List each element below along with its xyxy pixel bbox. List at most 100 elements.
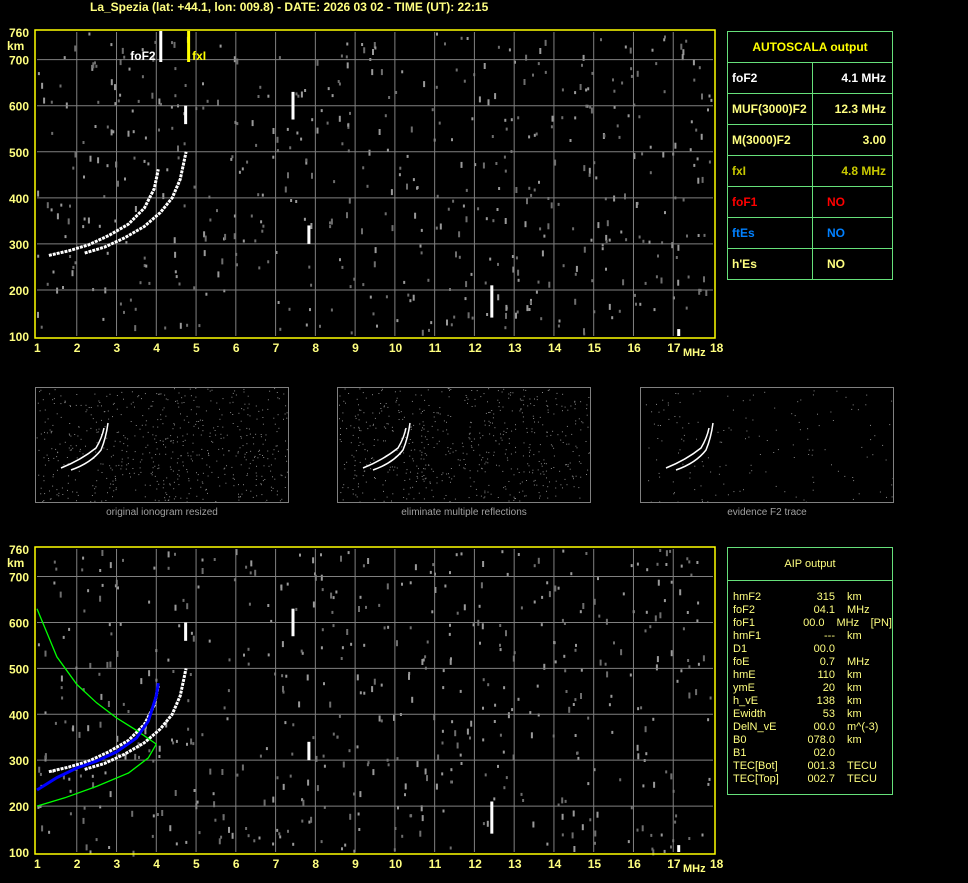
noise-echo (355, 450, 357, 452)
noise-echo (703, 276, 705, 283)
noise-echo (437, 754, 440, 761)
noise-echo (529, 711, 532, 715)
noise-echo (134, 206, 137, 212)
noise-echo (421, 451, 423, 453)
ionogram-plot: 1 2 3 4 5 6 7 8 9 10 11 12 13 14 15 16 17 18MHz1002003004… (7, 543, 724, 875)
noise-echo (291, 752, 294, 756)
noise-echo (585, 88, 588, 92)
aip-row: h_vE 138 km (733, 695, 892, 708)
noise-echo (416, 476, 418, 477)
noise-echo (222, 398, 224, 400)
noise-echo (118, 431, 120, 433)
noise-echo (103, 447, 105, 449)
noise-echo (451, 720, 454, 724)
aip-unit: km (847, 682, 862, 694)
noise-echo (412, 460, 414, 462)
noise-echo (236, 122, 239, 126)
noise-echo (702, 500, 703, 502)
noise-echo (189, 673, 192, 676)
noise-echo (515, 446, 516, 448)
noise-echo (578, 418, 580, 420)
noise-echo (296, 131, 299, 135)
noise-echo (69, 449, 71, 451)
noise-echo (108, 418, 110, 420)
noise-echo (172, 428, 174, 430)
noise-echo (636, 828, 639, 832)
y-tick-label: 500 (9, 662, 29, 676)
noise-echo (177, 145, 179, 152)
noise-echo (139, 467, 141, 469)
noise-echo (271, 490, 273, 492)
noise-echo (56, 489, 58, 491)
noise-echo (366, 184, 369, 188)
noise-echo (569, 139, 572, 142)
noise-echo (429, 482, 431, 484)
noise-echo (323, 682, 325, 686)
noise-echo (593, 598, 596, 605)
noise-echo (505, 306, 508, 310)
noise-echo (250, 490, 252, 492)
noise-echo (52, 270, 55, 274)
noise-echo (803, 499, 805, 501)
noise-echo (341, 265, 344, 269)
noise-echo (529, 455, 530, 457)
x-axis-label: MHz (683, 863, 706, 875)
noise-echo (238, 412, 240, 414)
noise-echo (403, 462, 405, 463)
noise-echo (247, 407, 249, 409)
noise-echo (231, 466, 233, 468)
noise-echo (345, 402, 346, 404)
noise-echo (487, 99, 490, 106)
noise-echo (524, 495, 526, 497)
noise-echo (533, 564, 536, 568)
noise-echo (209, 436, 211, 437)
aip-value: 00.0 (813, 721, 835, 733)
aip-row: B1 02.0 (733, 747, 892, 760)
noise-echo (396, 757, 399, 761)
noise-echo (533, 133, 536, 137)
noise-echo (60, 416, 62, 418)
noise-echo (346, 62, 349, 69)
noise-echo (106, 395, 108, 397)
noise-echo (201, 733, 204, 737)
noise-echo (365, 397, 367, 399)
noise-echo (484, 463, 486, 465)
noise-echo (651, 48, 654, 52)
noise-echo (547, 409, 549, 411)
noise-echo (412, 458, 414, 460)
noise-echo (695, 689, 698, 696)
noise-echo (256, 418, 258, 420)
noise-echo (57, 460, 59, 462)
noise-echo (226, 434, 228, 436)
noise-echo (604, 662, 607, 666)
noise-echo (186, 603, 189, 610)
noise-echo (419, 244, 422, 248)
noise-echo (151, 457, 153, 459)
noise-echo (469, 432, 471, 434)
noise-echo (420, 228, 423, 232)
noise-echo (157, 468, 159, 470)
noise-echo (187, 452, 189, 454)
noise-echo (520, 408, 522, 410)
noise-echo (138, 395, 140, 397)
noise-echo (606, 671, 609, 678)
noise-echo (653, 308, 656, 312)
noise-echo (344, 388, 346, 390)
noise-echo (399, 166, 402, 170)
marker-line-fof2 (159, 31, 163, 62)
noise-echo (412, 486, 414, 488)
noise-echo (506, 428, 508, 430)
noise-echo (115, 489, 117, 491)
noise-echo (766, 440, 768, 441)
noise-echo (401, 582, 403, 586)
noise-echo (390, 189, 393, 196)
noise-echo (442, 669, 445, 673)
noise-echo (167, 500, 169, 501)
noise-echo (187, 727, 190, 731)
noise-echo (127, 457, 129, 459)
noise-echo (190, 738, 193, 745)
noise-echo (670, 650, 673, 657)
noise-echo (252, 496, 254, 498)
noise-echo (261, 475, 263, 477)
noise-echo (605, 234, 608, 241)
